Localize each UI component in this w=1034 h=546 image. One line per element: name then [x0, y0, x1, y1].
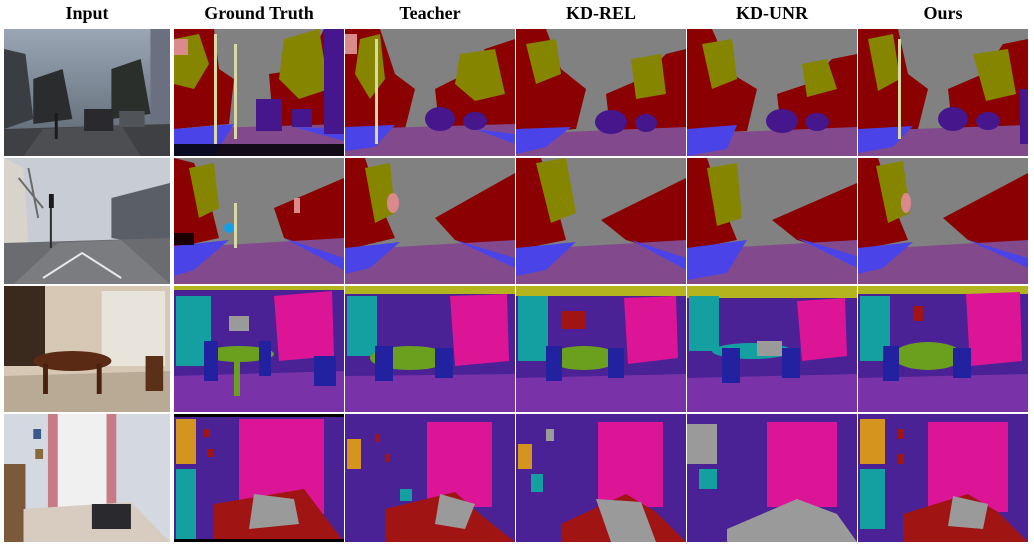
row2-kd-unr: [687, 158, 857, 284]
row4-ours: [858, 414, 1028, 542]
row3-input-photo: [4, 286, 170, 412]
header-kd-unr: KD-UNR: [736, 3, 808, 23]
row1-input-photo: [4, 29, 170, 156]
row4-teacher: [345, 414, 515, 542]
header-kd-rel: KD-REL: [565, 3, 636, 23]
row3-ours: [858, 286, 1028, 412]
header-ours: Ours: [923, 3, 963, 23]
row3-kd-rel: [516, 286, 686, 412]
row1-kd-unr: [687, 29, 857, 156]
row4-input-photo: [4, 414, 170, 542]
header-teacher: Teacher: [399, 3, 461, 23]
row4-kd-unr: [687, 414, 857, 542]
row2-ours: [858, 158, 1028, 284]
row1-ground-truth: [174, 29, 344, 156]
row2-teacher: [345, 158, 515, 284]
row3-teacher: [345, 286, 515, 412]
row3-ground-truth: [174, 286, 344, 412]
row3-kd-unr: [687, 286, 857, 412]
header-input: Input: [65, 3, 109, 23]
row2-input-photo: [4, 158, 170, 284]
row1-kd-rel: [516, 29, 686, 156]
row4-ground-truth: [174, 414, 344, 542]
row4-kd-rel: [516, 414, 686, 542]
row1-ours: [858, 29, 1028, 156]
row1-teacher: [345, 29, 515, 156]
header-ground-truth: Ground Truth: [204, 3, 314, 23]
row2-ground-truth: [174, 158, 344, 284]
row2-kd-rel: [516, 158, 686, 284]
